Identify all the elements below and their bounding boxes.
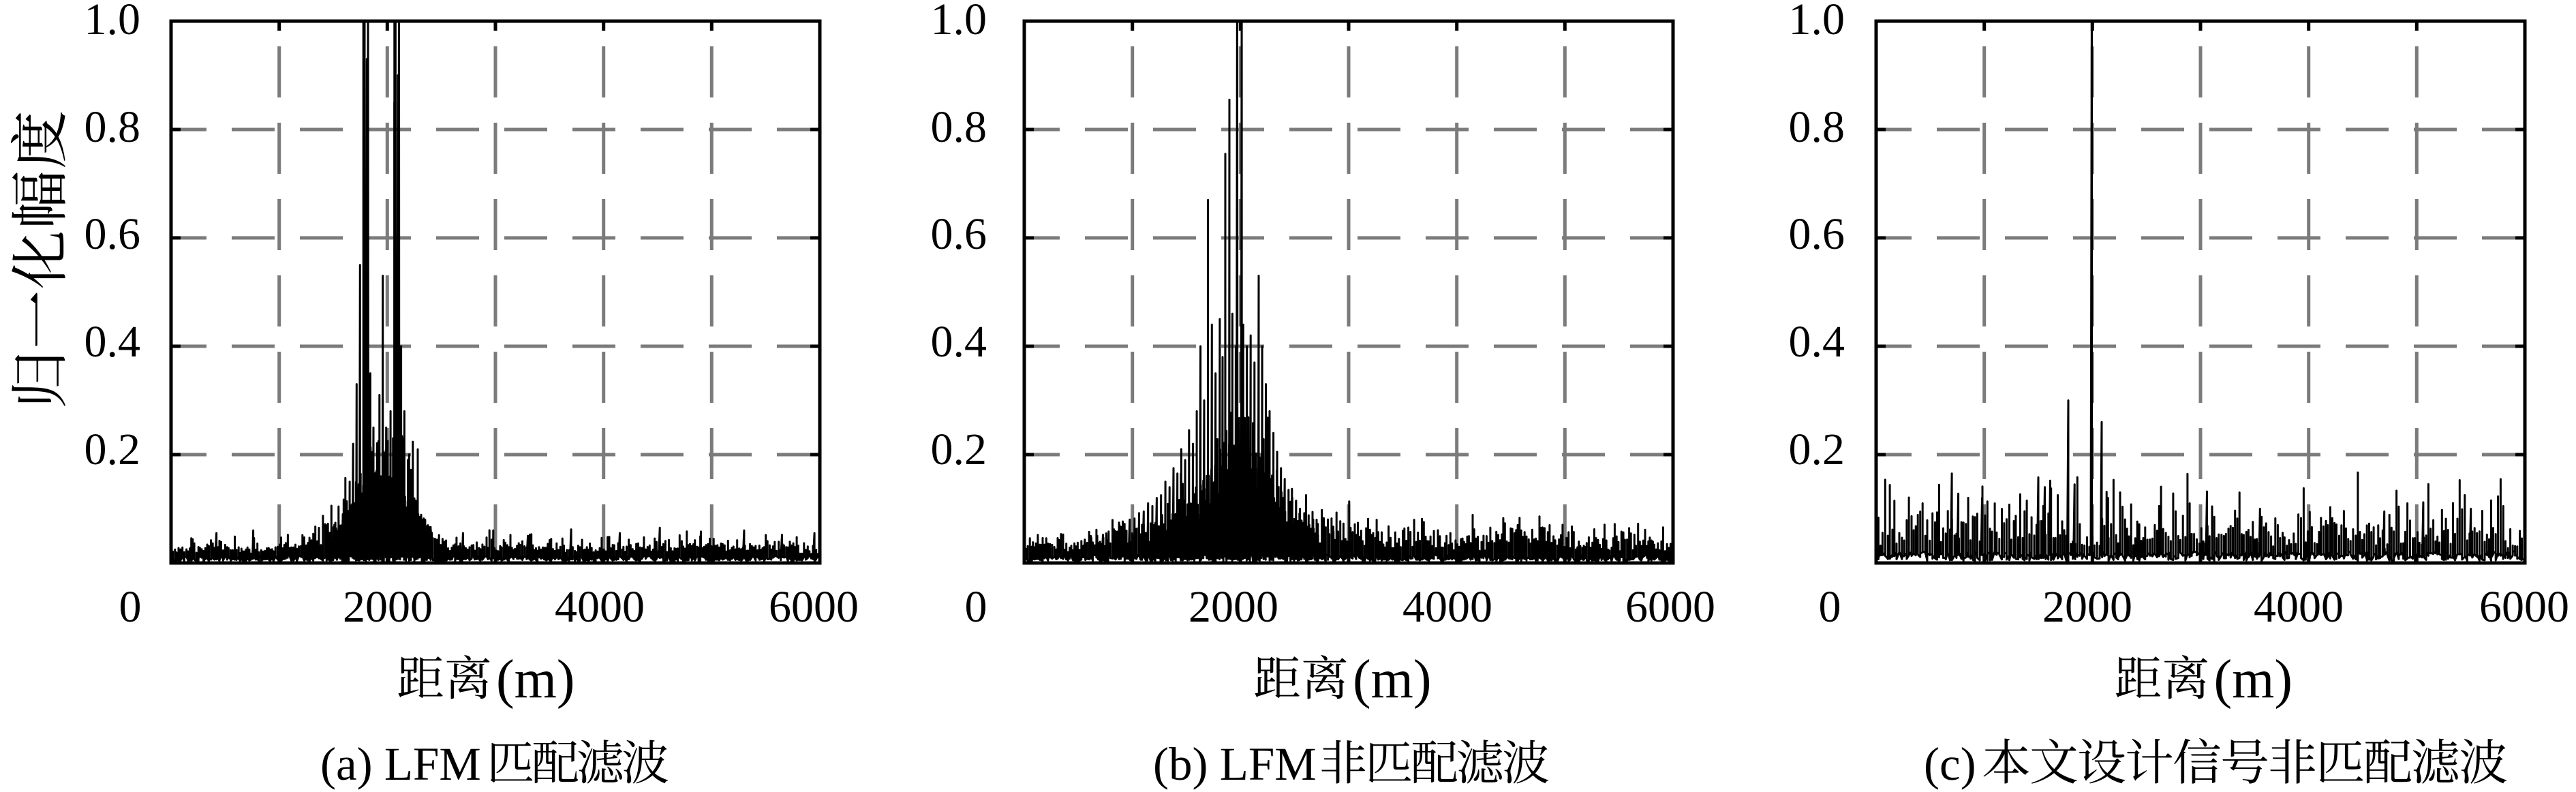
svg-text:6000: 6000: [1625, 582, 1715, 632]
svg-text:(m): (m): [1353, 650, 1432, 710]
svg-text:2000: 2000: [1189, 582, 1278, 632]
svg-text:(m): (m): [496, 650, 575, 710]
svg-text:4000: 4000: [2254, 582, 2344, 632]
svg-text:(b) LFM: (b) LFM: [1153, 738, 1317, 790]
svg-text:0.6: 0.6: [85, 209, 141, 259]
svg-text:0.2: 0.2: [85, 425, 141, 474]
svg-text:(c): (c): [1924, 738, 1976, 790]
svg-text:6000: 6000: [769, 582, 859, 632]
svg-text:0.4: 0.4: [1789, 317, 1845, 367]
svg-text:0: 0: [1819, 582, 1841, 632]
svg-text:0.6: 0.6: [1789, 209, 1845, 259]
svg-text:4000: 4000: [555, 582, 645, 632]
svg-text:(a) LFM: (a) LFM: [320, 738, 481, 790]
svg-text:0: 0: [965, 582, 987, 632]
svg-text:0.8: 0.8: [931, 102, 987, 152]
svg-text:0: 0: [119, 582, 142, 632]
svg-text:4000: 4000: [1402, 582, 1492, 632]
svg-text:2000: 2000: [343, 582, 433, 632]
svg-text:6000: 6000: [2479, 582, 2569, 632]
svg-text:0.2: 0.2: [1789, 425, 1845, 474]
svg-text:1.0: 1.0: [85, 0, 141, 44]
svg-text:(m): (m): [2214, 650, 2293, 710]
svg-text:0.8: 0.8: [85, 102, 141, 152]
svg-text:2000: 2000: [2042, 582, 2132, 632]
svg-text:0.4: 0.4: [931, 317, 987, 367]
svg-text:1.0: 1.0: [931, 0, 987, 44]
svg-text:1.0: 1.0: [1789, 0, 1845, 44]
svg-text:0.2: 0.2: [931, 425, 987, 474]
svg-text:0.4: 0.4: [85, 317, 141, 367]
svg-text:0.8: 0.8: [1789, 102, 1845, 152]
svg-text:0.6: 0.6: [931, 209, 987, 259]
